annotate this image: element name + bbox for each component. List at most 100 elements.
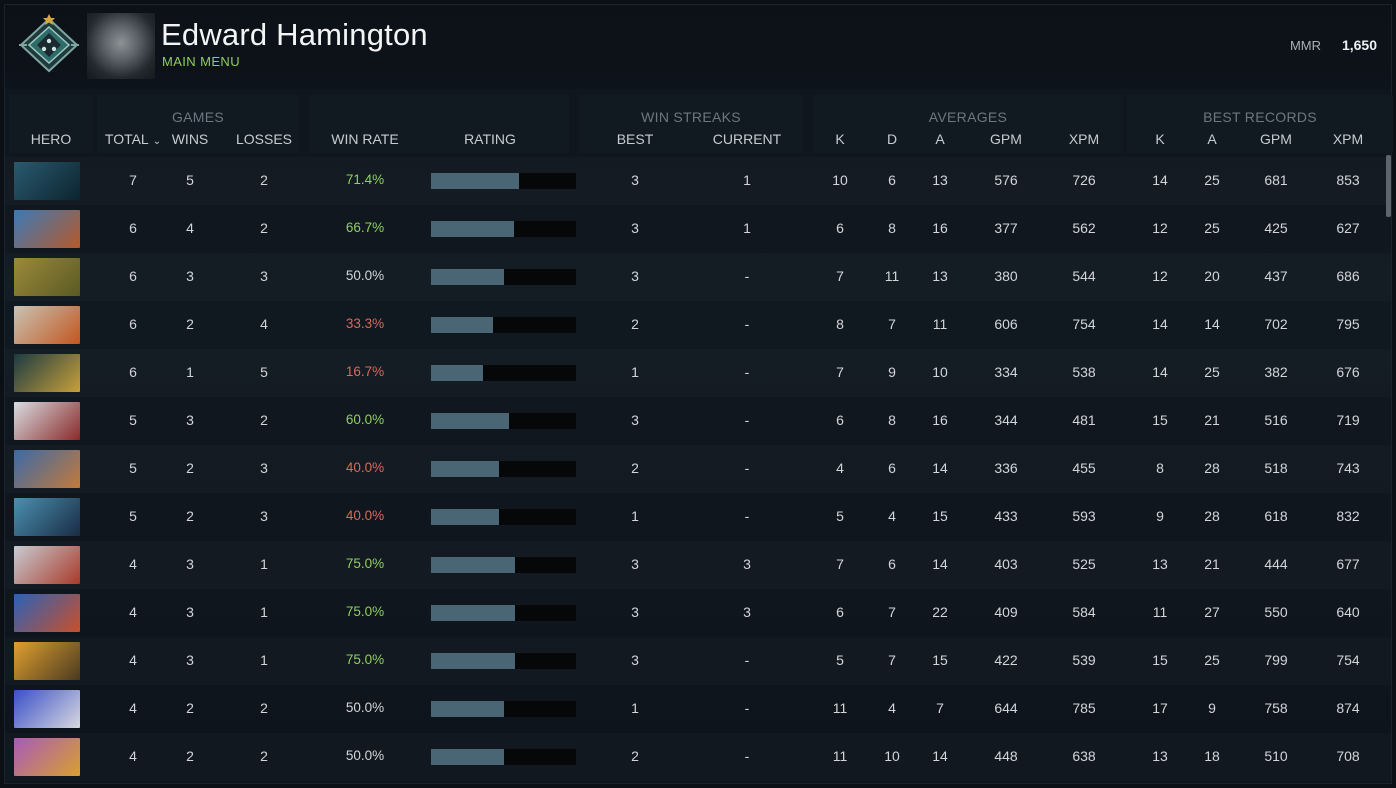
- hero-portrait-icon[interactable]: [14, 258, 80, 296]
- best-assists-value: 9: [1208, 700, 1216, 716]
- avg-gpm-value: 334: [994, 364, 1018, 380]
- hero-portrait-icon[interactable]: [14, 210, 80, 248]
- col-best-assists[interactable]: A: [1207, 131, 1217, 147]
- table-row[interactable]: 5 2 3 40.0% 1 - 5 4 15 433 593 9 28 618 832: [5, 493, 1391, 541]
- avg-deaths-value: 7: [888, 652, 896, 668]
- hero-portrait-icon[interactable]: [14, 306, 80, 344]
- col-avg-gpm[interactable]: GPM: [990, 131, 1022, 147]
- win-rate-value: 66.7%: [345, 220, 385, 235]
- best-xpm-value: 832: [1336, 508, 1360, 524]
- chevron-down-icon: ⌄: [152, 136, 162, 147]
- col-best-xpm[interactable]: XPM: [1332, 131, 1364, 147]
- avg-xpm-value: 538: [1072, 364, 1096, 380]
- best-gpm-value: 516: [1264, 412, 1288, 428]
- hero-portrait-icon[interactable]: [14, 498, 80, 536]
- table-row[interactable]: 4 2 2 50.0% 1 - 11 4 7 644 785 17 9 758 874: [5, 685, 1391, 733]
- col-avg-xpm[interactable]: XPM: [1068, 131, 1100, 147]
- hero-portrait-icon[interactable]: [14, 594, 80, 632]
- avg-xpm-value: 593: [1072, 508, 1096, 524]
- table-row[interactable]: 6 3 3 50.0% 3 - 7 11 13 380 544 12 20 437 686: [5, 253, 1391, 301]
- rating-bar: [431, 173, 576, 189]
- avg-gpm-value: 433: [994, 508, 1018, 524]
- table-row[interactable]: 4 3 1 75.0% 3 3 6 7 22 409 584 11 27 550 640: [5, 589, 1391, 637]
- avg-assists-value: 16: [932, 220, 948, 236]
- hero-portrait-icon[interactable]: [14, 642, 80, 680]
- col-rating[interactable]: RATING: [464, 131, 516, 147]
- best-streak-value: 3: [631, 556, 639, 572]
- col-total[interactable]: TOTAL ⌄: [97, 131, 169, 147]
- losses-value: 3: [260, 508, 268, 524]
- col-best-gpm[interactable]: GPM: [1260, 131, 1292, 147]
- best-xpm-value: 627: [1336, 220, 1360, 236]
- win-rate-value: 71.4%: [345, 172, 385, 187]
- col-best-streak[interactable]: BEST: [616, 131, 654, 147]
- table-row[interactable]: 7 5 2 71.4% 3 1 10 6 13 576 726 14 25 681 853: [5, 157, 1391, 205]
- avg-xpm-value: 754: [1072, 316, 1096, 332]
- table-row[interactable]: 6 4 2 66.7% 3 1 6 8 16 377 562 12 25 425 627: [5, 205, 1391, 253]
- hero-portrait-icon[interactable]: [14, 402, 80, 440]
- wins-value: 4: [186, 220, 194, 236]
- avg-deaths-value: 6: [888, 172, 896, 188]
- best-assists-value: 20: [1204, 268, 1220, 284]
- col-total-label: TOTAL: [104, 131, 149, 147]
- rating-bar-fill: [431, 509, 499, 525]
- avg-gpm-value: 344: [994, 412, 1018, 428]
- avg-xpm-value: 544: [1072, 268, 1096, 284]
- current-streak-value: -: [744, 748, 750, 764]
- main-menu-link[interactable]: MAIN MENU: [162, 54, 240, 69]
- table-row[interactable]: 4 3 1 75.0% 3 - 5 7 15 422 539 15 25 799 754: [5, 637, 1391, 685]
- best-kills-value: 14: [1152, 172, 1168, 188]
- best-streak-value: 1: [631, 508, 639, 524]
- avg-deaths-value: 11: [884, 268, 900, 284]
- table-row[interactable]: 5 3 2 60.0% 3 - 6 8 16 344 481 15 21 516 719: [5, 397, 1391, 445]
- losses-value: 1: [260, 556, 268, 572]
- avg-kills-value: 5: [836, 652, 844, 668]
- col-best-kills[interactable]: K: [1155, 131, 1165, 147]
- col-current-streak[interactable]: CURRENT: [712, 131, 782, 147]
- hero-header-bg: [9, 95, 93, 153]
- table-row[interactable]: 4 3 1 75.0% 3 3 7 6 14 403 525 13 21 444 677: [5, 541, 1391, 589]
- col-avg-kills[interactable]: K: [835, 131, 845, 147]
- win-rate-value: 40.0%: [345, 460, 385, 475]
- col-avg-deaths[interactable]: D: [886, 131, 898, 147]
- win-rate-value: 75.0%: [345, 604, 385, 619]
- col-avg-assists[interactable]: A: [935, 131, 945, 147]
- best-gpm-value: 382: [1264, 364, 1288, 380]
- avg-kills-value: 4: [836, 460, 844, 476]
- col-hero[interactable]: HERO: [30, 131, 72, 147]
- wins-value: 3: [186, 268, 194, 284]
- table-row[interactable]: 6 2 4 33.3% 2 - 8 7 11 606 754 14 14 702 795: [5, 301, 1391, 349]
- best-kills-value: 15: [1152, 652, 1168, 668]
- table-row[interactable]: 5 2 3 40.0% 2 - 4 6 14 336 455 8 28 518 743: [5, 445, 1391, 493]
- hero-portrait-icon[interactable]: [14, 738, 80, 776]
- rating-bar-fill: [431, 605, 515, 621]
- hero-portrait-icon[interactable]: [14, 450, 80, 488]
- wins-value: 3: [186, 652, 194, 668]
- avg-deaths-value: 10: [884, 748, 900, 764]
- win-streaks-header-bg: [579, 95, 803, 153]
- hero-portrait-icon[interactable]: [14, 354, 80, 392]
- avg-kills-value: 10: [832, 172, 848, 188]
- scrollbar-thumb[interactable]: [1386, 155, 1391, 217]
- table-row[interactable]: 6 1 5 16.7% 1 - 7 9 10 334 538 14 25 382 676: [5, 349, 1391, 397]
- best-assists-value: 25: [1204, 364, 1220, 380]
- table-row[interactable]: 4 2 2 50.0% 2 - 11 10 14 448 638 13 18 510 708: [5, 733, 1391, 781]
- hero-portrait-icon[interactable]: [14, 690, 80, 728]
- group-title-win-streaks: WIN STREAKS: [641, 109, 741, 125]
- col-wins[interactable]: WINS: [171, 131, 209, 147]
- rating-bar-fill: [431, 413, 509, 429]
- col-win-rate[interactable]: WIN RATE: [331, 131, 399, 147]
- rating-bar: [431, 413, 576, 429]
- best-kills-value: 14: [1152, 364, 1168, 380]
- wins-value: 3: [186, 412, 194, 428]
- avg-gpm-value: 576: [994, 172, 1018, 188]
- best-streak-value: 2: [631, 460, 639, 476]
- hero-portrait-icon[interactable]: [14, 162, 80, 200]
- rating-bar: [431, 461, 576, 477]
- rating-bar-fill: [431, 461, 499, 477]
- avatar[interactable]: [87, 13, 155, 79]
- col-losses[interactable]: LOSSES: [235, 131, 293, 147]
- hero-portrait-icon[interactable]: [14, 546, 80, 584]
- avg-kills-value: 6: [836, 604, 844, 620]
- avg-xpm-value: 785: [1072, 700, 1096, 716]
